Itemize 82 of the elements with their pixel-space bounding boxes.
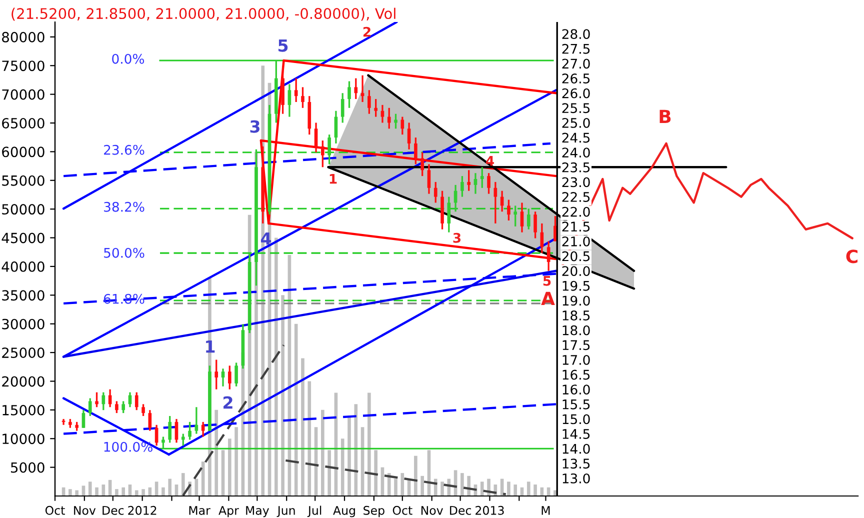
x-tick-label: Oct [392, 506, 412, 515]
y2-tick-label: 25.0 [562, 118, 590, 128]
y2-tick-label: 22.0 [562, 206, 590, 217]
x-tick-label: Jun [276, 506, 295, 518]
x-tick-label: 2013 [476, 506, 504, 515]
annotation: C [846, 250, 858, 264]
y2-tick-label: 26.5 [562, 74, 590, 84]
y-tick-label: 60000 [2, 146, 44, 158]
annotation: 0.0% [112, 54, 144, 64]
y2-tick-label: 28.0 [562, 29, 590, 40]
y2-tick-label: 20.5 [562, 251, 590, 262]
y2-tick-label: 27.0 [562, 58, 590, 69]
x-tick-label: Aug [333, 506, 355, 518]
annotation: 2 [224, 396, 232, 409]
y2-tick-label: 21.5 [562, 222, 590, 232]
y2-tick-label: 23.5 [562, 162, 590, 172]
y2-tick-label: 18.0 [562, 325, 590, 336]
y2-tick-label: 13.0 [562, 473, 590, 484]
y2-tick-label: 26.0 [562, 88, 590, 98]
y2-tick-label: 16.0 [562, 384, 590, 395]
annotation: 23.6% [104, 144, 144, 155]
y2-tick-label: 17.0 [562, 354, 590, 365]
annotation: 100.0% [104, 442, 152, 452]
y-tick-label: 65000 [2, 118, 44, 128]
x-tick-label: Nov [421, 506, 443, 515]
y2-tick-label: 14.0 [562, 444, 590, 454]
annotation: A [541, 292, 555, 305]
y2-tick-label: 16.5 [562, 370, 590, 380]
y-tick-label: 10000 [2, 434, 44, 444]
chart-title: (21.5200, 21.8500, 21.0000, 21.0000, -0.80000), Vol [12, 8, 396, 21]
y2-tick-label: 27.5 [562, 44, 590, 54]
annotation: 4 [486, 156, 494, 166]
annotation: B [660, 110, 671, 123]
annotation: 1 [330, 174, 337, 184]
y2-tick-label: 19.0 [562, 296, 590, 306]
y2-tick-label: 24.5 [562, 132, 590, 143]
y-tick-label: 50000 [2, 204, 44, 215]
x-tick-label: Jul [307, 506, 322, 518]
y-tick-label: 75000 [2, 60, 44, 72]
y2-tick-label: 15.0 [562, 414, 590, 424]
y-tick-label: 55000 [2, 175, 44, 186]
annotation: 2 [363, 26, 370, 37]
x-tick-label: Nov [74, 506, 96, 515]
x-tick-label: Dec [102, 506, 124, 515]
y-tick-label: 15000 [2, 404, 44, 416]
y-tick-label: 70000 [2, 89, 44, 100]
annotation: 3 [250, 120, 260, 133]
y2-tick-label: 14.5 [562, 429, 590, 439]
y-tick-label: 5000 [11, 462, 44, 473]
y-tick-label: 35000 [2, 290, 44, 301]
annotation: 3 [453, 232, 461, 243]
x-tick-label: 2012 [128, 506, 156, 515]
annotation: 5 [543, 276, 551, 286]
annotation: 50.0% [104, 248, 144, 258]
x-tick-label: May [246, 506, 270, 518]
y-tick-label: 45000 [2, 232, 44, 244]
annotation: 5 [278, 39, 288, 52]
y2-tick-label: 15.5 [562, 400, 590, 410]
x-tick-label: Sep [364, 506, 384, 518]
y-tick-label: 20000 [2, 376, 44, 387]
y-tick-label: 30000 [2, 318, 44, 330]
y2-tick-label: 20.0 [562, 266, 590, 276]
x-tick-label: M [542, 506, 550, 515]
y2-tick-label: 19.5 [562, 280, 590, 291]
x-tick-label: Oct [45, 506, 65, 515]
y2-tick-label: 22.5 [562, 192, 590, 202]
annotation: 38.2% [104, 202, 144, 212]
y-tick-label: 25000 [2, 348, 44, 358]
annotation: 1 [206, 340, 215, 353]
y2-tick-label: 23.0 [562, 177, 590, 188]
x-tick-label: Mar [189, 506, 210, 515]
y2-tick-label: 21.0 [562, 236, 590, 246]
y2-tick-label: 13.5 [562, 458, 590, 469]
x-tick-label: Dec [450, 506, 471, 515]
y2-tick-label: 17.5 [562, 340, 590, 350]
y2-tick-label: 18.5 [562, 310, 590, 320]
y-tick-label: 40000 [2, 261, 44, 272]
y2-tick-label: 25.5 [562, 103, 590, 114]
y2-tick-label: 24.0 [562, 148, 590, 158]
x-tick-label: Apr [218, 506, 239, 518]
annotation: 4 [260, 232, 272, 245]
y-tick-label: 80000 [2, 32, 44, 42]
